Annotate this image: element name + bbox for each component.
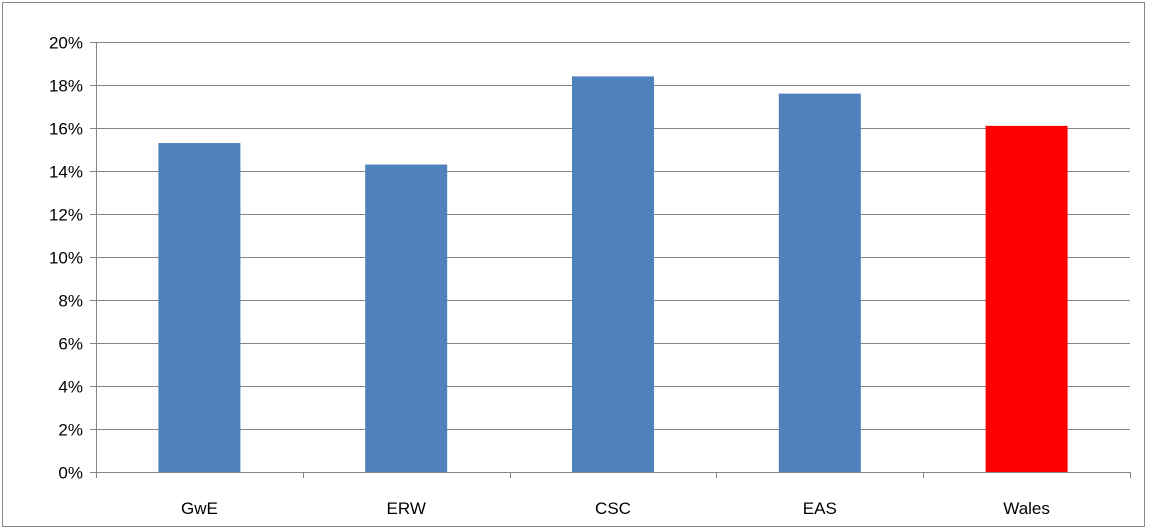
y-tick-label: 2% [58,421,83,440]
x-tick-label: Wales [1003,499,1050,518]
y-tick-label: 4% [58,378,83,397]
bar-eas [778,93,861,472]
x-tick-label: CSC [595,499,631,518]
y-tick-label: 6% [58,335,83,354]
y-tick-label: 12% [49,206,83,225]
axes [90,42,1131,478]
bars [158,76,1068,473]
y-tick-label: 20% [49,34,83,53]
bar-csc [572,76,654,473]
y-tick-label: 18% [49,77,83,96]
x-tick-label: GwE [181,499,218,518]
y-tick-label: 16% [49,120,83,139]
x-tick-label: EAS [803,499,837,518]
bar-wales [985,125,1068,472]
y-tick-label: 14% [49,163,83,182]
bar-erw [365,164,448,473]
y-tick-label: 8% [58,292,83,311]
y-tick-label: 0% [58,464,83,483]
y-tick-labels: 0% 2% 4% 6% 8% 10% 12% 14% 16% 18% 20% [49,34,83,483]
x-tick-label: ERW [387,499,426,518]
y-tick-label: 10% [49,249,83,268]
bar-gwe [158,143,241,473]
x-tick-labels: GwE ERW CSC EAS Wales [181,499,1050,518]
